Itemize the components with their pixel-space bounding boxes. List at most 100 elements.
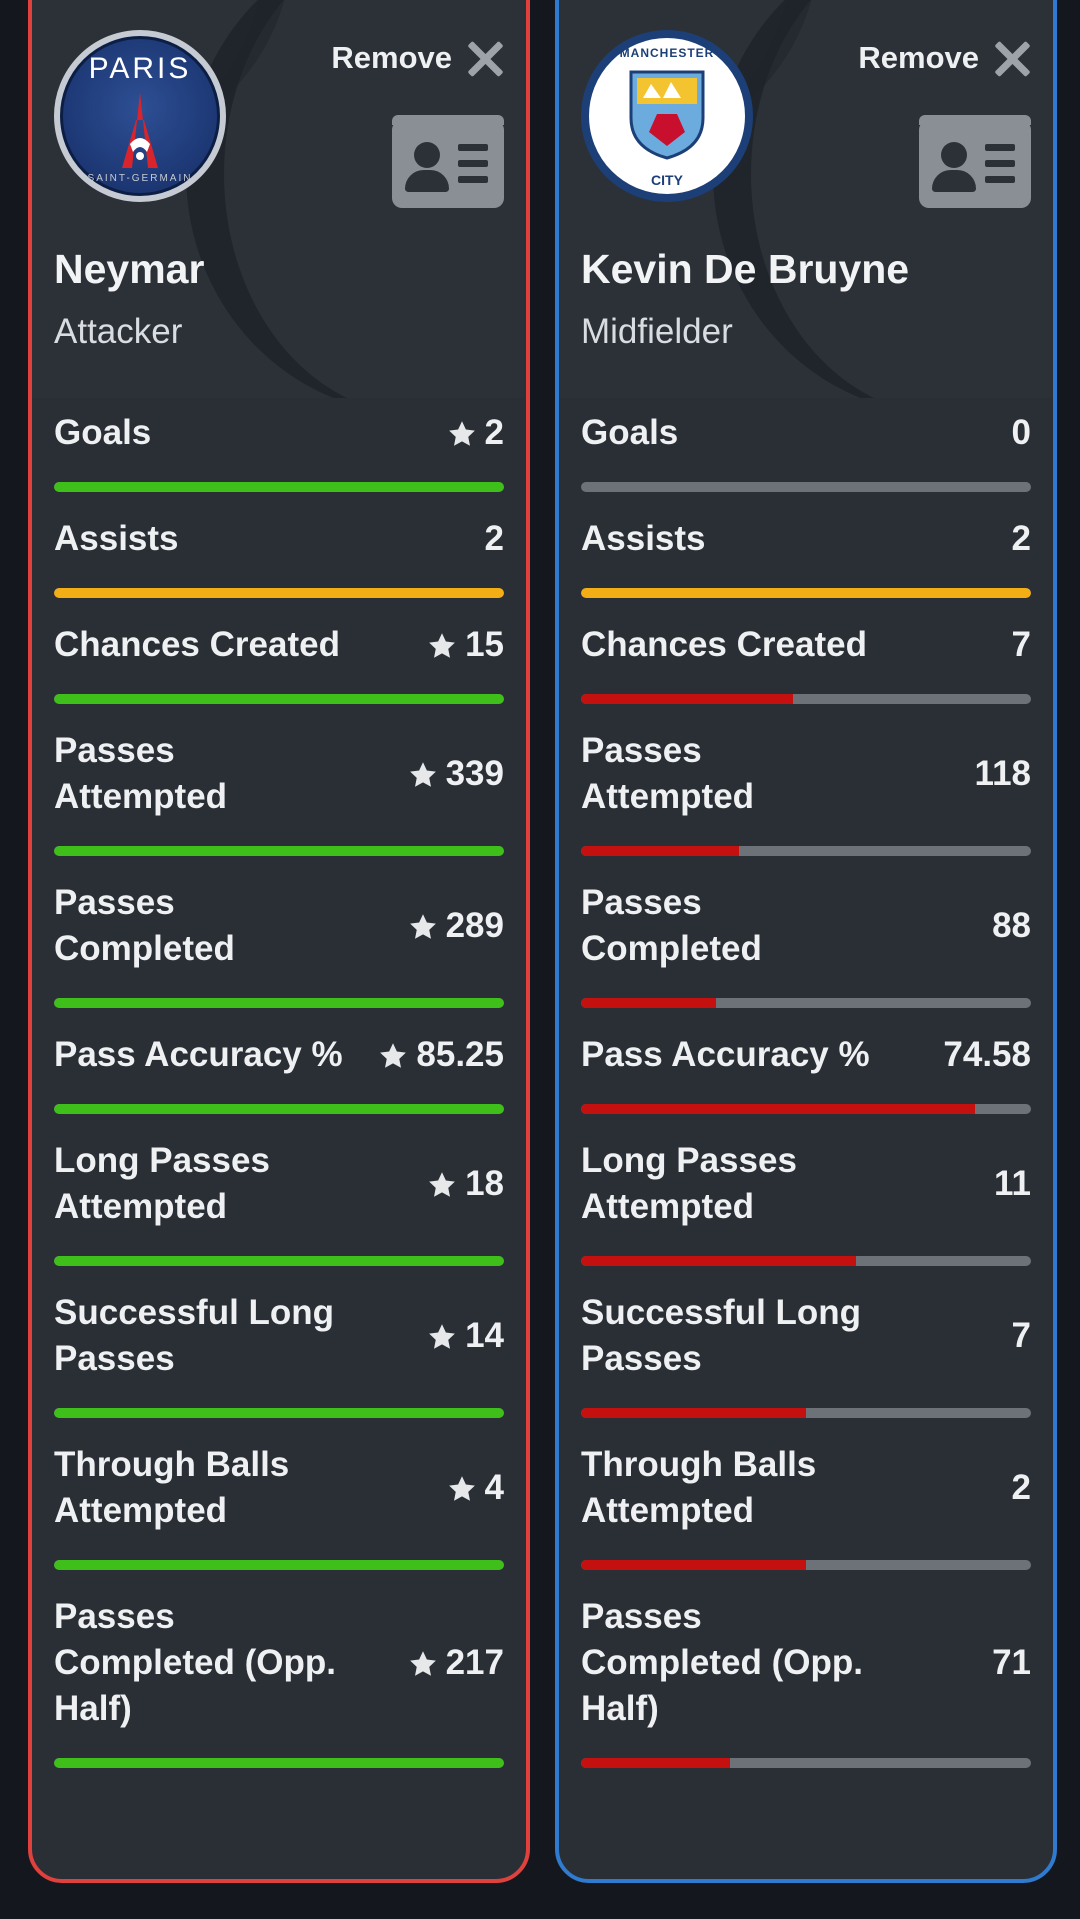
stat-value: 74.58 bbox=[943, 1035, 1031, 1075]
club-crest-psg: PARIS SAINT-GERMAIN bbox=[54, 30, 226, 202]
club-crest-man-city: MANCHESTER CITY bbox=[581, 30, 753, 202]
player-position: Attacker bbox=[54, 312, 183, 351]
stat-label: Passes Completed (Opp. Half) bbox=[54, 1597, 336, 1728]
stat-value: 7 bbox=[1012, 625, 1031, 665]
stat-number: 289 bbox=[445, 906, 504, 945]
stat-bar bbox=[581, 1408, 1031, 1418]
stat-label: Passes Attempted bbox=[54, 731, 228, 816]
stat-bar bbox=[54, 846, 504, 856]
stat-value: 18 bbox=[427, 1164, 504, 1204]
stat-row: Assists 2 bbox=[54, 492, 504, 598]
star-icon bbox=[408, 911, 438, 941]
stat-header: Goals 2 bbox=[54, 398, 504, 456]
stat-number: 4 bbox=[484, 1468, 504, 1507]
star-icon bbox=[427, 1321, 457, 1351]
stat-value: 7 bbox=[1012, 1316, 1031, 1356]
player-position: Midfielder bbox=[581, 312, 733, 351]
stat-label: Assists bbox=[581, 519, 706, 558]
stat-bar bbox=[581, 694, 1031, 704]
stat-row: Long Passes Attempted 11 bbox=[581, 1114, 1031, 1266]
stat-number: 7 bbox=[1011, 1316, 1031, 1355]
stat-value: 2 bbox=[1012, 1468, 1031, 1508]
stat-label: Goals bbox=[54, 413, 152, 452]
stat-header: Assists 2 bbox=[54, 492, 504, 562]
stat-value: 15 bbox=[427, 625, 504, 665]
stat-value: 2 bbox=[1012, 519, 1031, 559]
stat-label: Pass Accuracy % bbox=[581, 1035, 870, 1074]
id-card-line bbox=[985, 144, 1015, 151]
stat-bar-fill bbox=[54, 1104, 504, 1114]
player-card-right: MANCHESTER CITY Remove bbox=[555, 0, 1057, 1883]
stat-header: Passes Completed 289 bbox=[54, 856, 504, 972]
stat-header: Through Balls Attempted 2 bbox=[581, 1418, 1031, 1534]
stat-bar bbox=[54, 588, 504, 598]
stat-row: Passes Completed 289 bbox=[54, 856, 504, 1008]
crest-title: PARIS bbox=[88, 52, 192, 85]
stat-label: Long Passes Attempted bbox=[54, 1141, 270, 1226]
stat-header: Chances Created 15 bbox=[54, 598, 504, 668]
stat-header: Passes Completed (Opp. Half) 217 bbox=[54, 1570, 504, 1732]
stat-header: Passes Attempted 118 bbox=[581, 704, 1031, 820]
stat-header: Pass Accuracy % 85.25 bbox=[54, 1008, 504, 1078]
player-profile-icon[interactable] bbox=[919, 115, 1031, 208]
stat-row: Successful Long Passes 7 bbox=[581, 1266, 1031, 1418]
stat-number: 0 bbox=[1011, 413, 1031, 452]
stat-bar-fill bbox=[581, 694, 793, 704]
star-icon bbox=[378, 1040, 408, 1070]
close-icon bbox=[993, 39, 1031, 77]
crest-subtitle: CITY bbox=[651, 172, 683, 188]
stat-label: Successful Long Passes bbox=[581, 1293, 862, 1378]
stat-label: Passes Completed (Opp. Half) bbox=[581, 1597, 863, 1728]
stat-bar-fill bbox=[54, 1560, 504, 1570]
stat-number: 217 bbox=[445, 1643, 504, 1682]
stat-number: 2 bbox=[1011, 519, 1031, 558]
stat-header: Passes Attempted 339 bbox=[54, 704, 504, 820]
stat-bar bbox=[581, 1104, 1031, 1114]
stat-value: 2 bbox=[447, 413, 504, 453]
stat-number: 2 bbox=[484, 413, 504, 452]
stat-value: 85.25 bbox=[378, 1035, 504, 1075]
stat-row: Pass Accuracy % 74.58 bbox=[581, 1008, 1031, 1114]
stat-value: 339 bbox=[408, 754, 504, 794]
player-profile-icon[interactable] bbox=[392, 115, 504, 208]
stat-number: 339 bbox=[445, 754, 504, 793]
stat-bar-fill bbox=[54, 1758, 504, 1768]
stat-header: Passes Completed (Opp. Half) 71 bbox=[581, 1570, 1031, 1732]
stat-row: Pass Accuracy % 85.25 bbox=[54, 1008, 504, 1114]
stat-value: 2 bbox=[485, 519, 504, 559]
stat-bar-fill bbox=[54, 588, 504, 598]
stat-number: 14 bbox=[465, 1316, 504, 1355]
stat-value: 289 bbox=[408, 906, 504, 946]
stat-bar bbox=[54, 1758, 504, 1768]
stat-value: 88 bbox=[992, 906, 1031, 946]
stat-bar-fill bbox=[581, 1408, 806, 1418]
id-card-line bbox=[985, 160, 1015, 167]
id-card-body bbox=[405, 170, 449, 192]
stat-row: Passes Completed (Opp. Half) 217 bbox=[54, 1570, 504, 1768]
stat-value: 217 bbox=[408, 1643, 504, 1683]
id-card-line bbox=[458, 144, 488, 151]
stat-row: Chances Created 7 bbox=[581, 598, 1031, 704]
stat-bar bbox=[581, 846, 1031, 856]
stat-bar bbox=[54, 1256, 504, 1266]
player-card-left: PARIS SAINT-GERMAIN Remove bbox=[28, 0, 530, 1883]
stat-header: Goals 0 bbox=[581, 398, 1031, 456]
stat-header: Successful Long Passes 7 bbox=[581, 1266, 1031, 1382]
stats-list: Goals 2 Assists 2 Chances Created 15 Passes At… bbox=[32, 398, 526, 1768]
stat-value: 118 bbox=[975, 754, 1031, 794]
eiffel-tower-icon bbox=[122, 92, 158, 168]
stat-value: 11 bbox=[994, 1164, 1031, 1204]
stat-bar bbox=[581, 588, 1031, 598]
star-icon bbox=[447, 418, 477, 448]
remove-button[interactable]: Remove bbox=[858, 38, 1031, 78]
id-card-line bbox=[985, 176, 1015, 183]
stat-number: 2 bbox=[1011, 1468, 1031, 1507]
stat-number: 74.58 bbox=[943, 1035, 1031, 1074]
stat-row: Chances Created 15 bbox=[54, 598, 504, 704]
stat-bar bbox=[581, 482, 1031, 492]
stat-label: Chances Created bbox=[581, 625, 867, 664]
remove-button[interactable]: Remove bbox=[331, 38, 504, 78]
player-card-header: MANCHESTER CITY Remove bbox=[559, 0, 1053, 398]
player-card-header: PARIS SAINT-GERMAIN Remove bbox=[32, 0, 526, 398]
